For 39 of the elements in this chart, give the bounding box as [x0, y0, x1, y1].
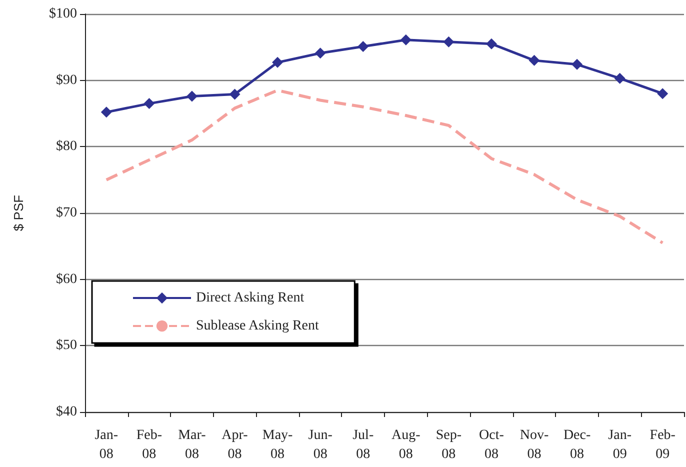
x-tick-label: Jan-08	[94, 428, 118, 462]
point	[358, 41, 369, 52]
point	[443, 36, 454, 48]
point	[528, 54, 540, 66]
y-tick-label: $40	[56, 404, 77, 420]
x-tick-label: Aug-08	[392, 428, 421, 462]
point	[100, 106, 112, 118]
point	[144, 98, 155, 110]
x-tick-label: Jul-08	[352, 428, 374, 462]
point	[186, 90, 198, 102]
x-tick-label: Apr-08	[222, 428, 248, 462]
y-tick-label: $50	[56, 338, 77, 354]
y-tick-label: $90	[56, 72, 77, 88]
point	[229, 88, 240, 100]
legend-label: Direct Asking Rent	[196, 290, 304, 306]
x-tick-label: Feb-09	[650, 428, 676, 462]
point	[486, 38, 497, 50]
x-tick-label: Nov-08	[520, 428, 549, 462]
point	[314, 48, 326, 59]
y-tick-label: $80	[56, 139, 77, 154]
x-tick-label: Mar-08	[178, 428, 206, 462]
x-tick-label: May-08	[262, 428, 294, 462]
point	[657, 88, 668, 100]
point	[614, 72, 626, 84]
x-tick-label: Jun-08	[308, 428, 333, 462]
y-tick-label: $60	[56, 272, 77, 287]
point	[400, 34, 412, 46]
y-axis-title: $ PSF	[11, 194, 26, 232]
x-tick-label: Dec-08	[563, 428, 591, 462]
point	[272, 56, 284, 68]
x-tick-label: Oct-08	[479, 428, 504, 462]
x-tick-label: Jan-09	[608, 428, 632, 462]
x-tick-label: Sep-08	[436, 428, 462, 462]
x-tick-label: Feb-08	[136, 428, 162, 462]
y-tick-label: $100	[49, 6, 77, 22]
line-series	[104, 88, 664, 244]
legend-label: Sublease Asking Rent	[196, 318, 319, 334]
y-tick-label: $70	[56, 206, 77, 220]
point	[572, 58, 583, 70]
